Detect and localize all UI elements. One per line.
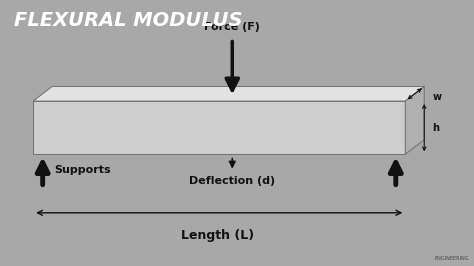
Text: h: h <box>432 123 439 133</box>
Text: Length (L): Length (L) <box>182 229 255 242</box>
Text: Force (F): Force (F) <box>204 22 260 32</box>
Polygon shape <box>33 101 405 154</box>
Text: w: w <box>432 92 441 102</box>
Polygon shape <box>405 86 424 154</box>
Text: ENGINEERING: ENGINEERING <box>435 256 469 261</box>
Text: FLEXURAL MODULUS: FLEXURAL MODULUS <box>14 11 243 30</box>
Polygon shape <box>33 86 424 101</box>
Text: Supports: Supports <box>55 165 111 175</box>
Text: Deflection (d): Deflection (d) <box>189 176 275 186</box>
